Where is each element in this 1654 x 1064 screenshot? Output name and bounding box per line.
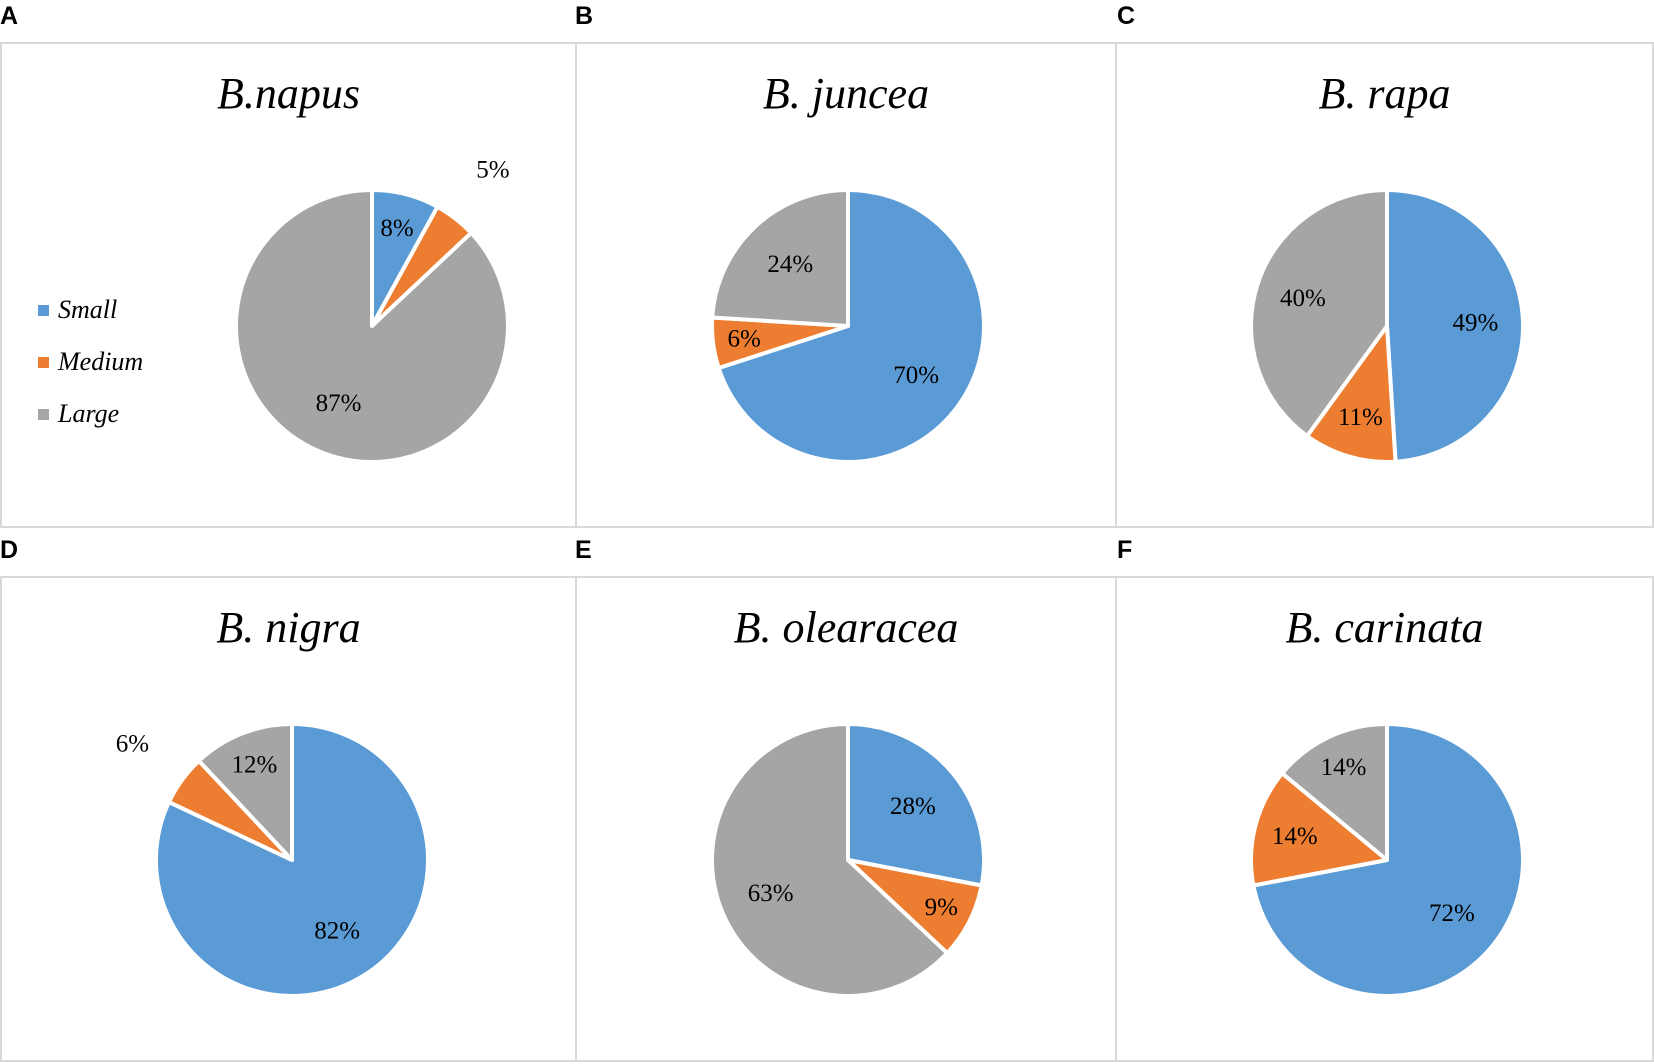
pie-slice-small <box>154 722 430 998</box>
data-label-small: 70% <box>893 362 939 389</box>
data-label-small: 28% <box>890 793 936 820</box>
legend-label-large: Large <box>58 399 120 428</box>
chart-title: B. olearacea <box>733 603 959 652</box>
pie-slice-large <box>1280 722 1389 862</box>
chart-panel-f: B. carinata 72% 14% 14% <box>1115 576 1654 1062</box>
legend-swatch-medium <box>38 356 49 368</box>
pie-slice-medium <box>1305 324 1398 464</box>
pie-chart: 49% 11% 40% <box>1249 188 1525 464</box>
chart-panel-e: B. olearacea 28% 9% 63% <box>575 576 1117 1062</box>
pie-chart: 82% 6% 12% <box>116 722 430 998</box>
data-label-small: 82% <box>314 918 360 945</box>
panel-letter-d: D <box>0 536 19 564</box>
pie-chart: 72% 14% 14% <box>1249 722 1525 998</box>
data-label-medium: 11% <box>1338 404 1383 431</box>
pie-slice-large <box>1249 188 1389 439</box>
data-label-small: 72% <box>1429 900 1475 927</box>
chart-panel-b: B. juncea 70% 6% 24% <box>575 42 1117 528</box>
pie-slice-large <box>710 722 950 998</box>
data-label-large: 14% <box>1321 754 1367 781</box>
chart-title: B. juncea <box>762 69 930 118</box>
pie-slice-large <box>196 722 294 862</box>
data-label-large: 12% <box>232 752 278 779</box>
legend-swatch-small <box>38 304 49 316</box>
chart-title: B. nigra <box>216 603 361 652</box>
panel-letter-b: B <box>575 2 594 30</box>
data-label-medium: 9% <box>925 894 958 921</box>
legend-label-medium: Medium <box>58 347 144 376</box>
data-label-large: 63% <box>748 880 794 907</box>
chart-panel-c: B. rapa 49% 11% 40% <box>1115 42 1654 528</box>
pie-chart: 28% 9% 63% <box>710 722 986 998</box>
chart-panel-d: B. nigra 82% 6% 12% <box>0 576 577 1062</box>
legend: Small Medium Large <box>38 284 143 440</box>
data-label-large: 24% <box>767 251 813 278</box>
data-label-medium: 6% <box>727 326 760 353</box>
legend-item-large: Large <box>38 388 143 440</box>
legend-item-small: Small <box>38 284 143 336</box>
pie-slice-large <box>234 188 510 464</box>
pie-slice-large <box>710 188 850 328</box>
chart-title: B. rapa <box>1318 69 1451 118</box>
chart-title: B. carinata <box>1285 603 1484 652</box>
pie-slice-small <box>846 722 986 888</box>
data-label-small: 49% <box>1452 310 1498 337</box>
pie-slice-medium <box>1249 771 1389 888</box>
panel-letter-f: F <box>1117 536 1133 564</box>
chart-title: B.napus <box>217 69 360 118</box>
panel-letter-a: A <box>0 2 19 30</box>
data-label-small: 8% <box>380 215 413 242</box>
data-label-medium: 5% <box>476 157 509 184</box>
pie-slice-small <box>716 188 986 464</box>
data-label-medium: 6% <box>116 731 149 758</box>
pie-chart: 8% 5% 87% <box>234 157 510 464</box>
legend-item-medium: Medium <box>38 336 143 388</box>
pie-chart: 70% 6% 24% <box>710 188 986 464</box>
data-label-large: 40% <box>1280 285 1326 312</box>
data-label-medium: 14% <box>1272 823 1318 850</box>
chart-panel-a: B.napus 8% 5% 87% Small Medium Large <box>0 42 577 528</box>
panel-letter-e: E <box>575 536 592 564</box>
data-label-large: 87% <box>316 390 362 417</box>
legend-label-small: Small <box>58 295 118 324</box>
pie-slice-small <box>1385 188 1525 464</box>
panel-letter-c: C <box>1117 2 1136 30</box>
legend-swatch-large <box>38 408 49 420</box>
